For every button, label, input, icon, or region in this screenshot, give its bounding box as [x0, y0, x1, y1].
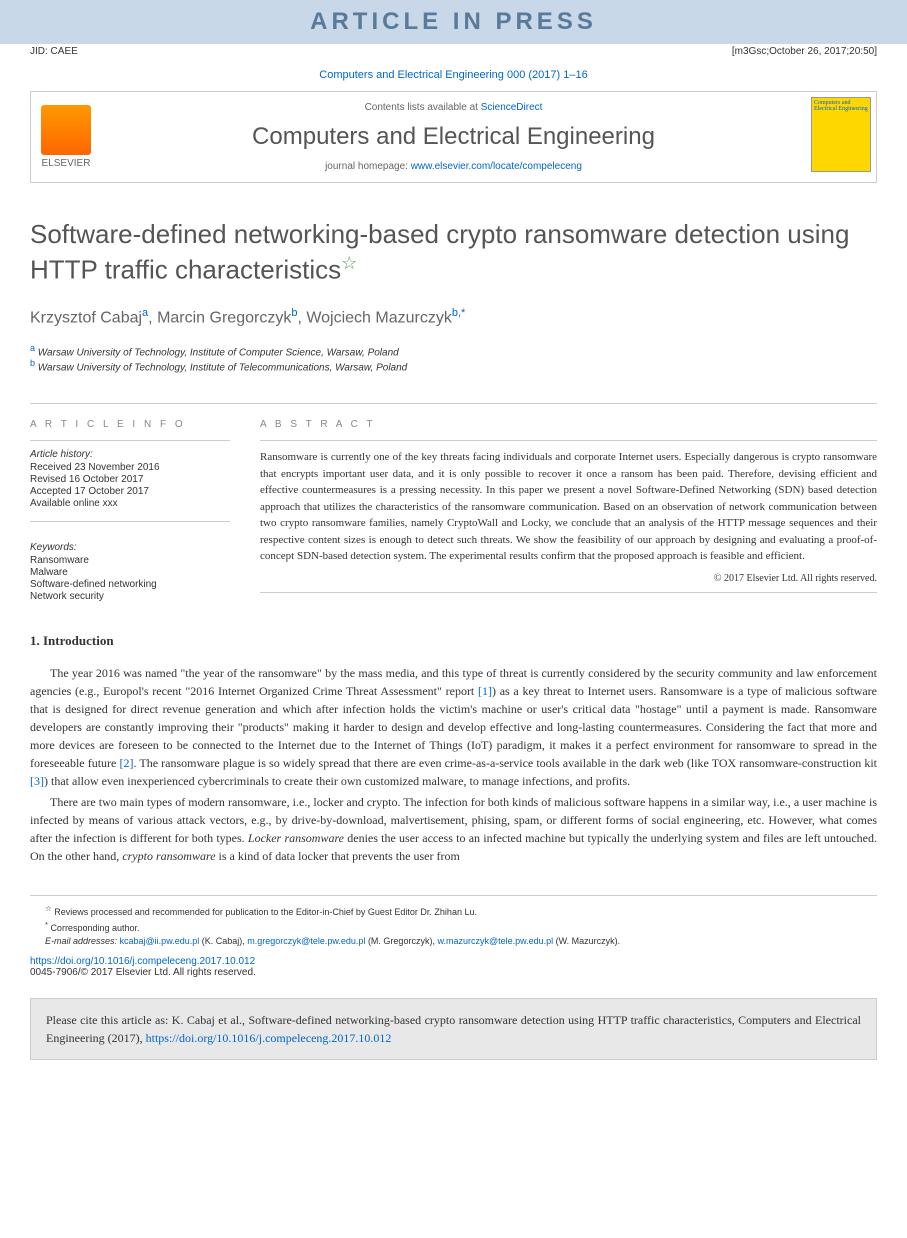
corresp-footnote: * Corresponding author. — [30, 920, 877, 933]
abstract-copyright: © 2017 Elsevier Ltd. All rights reserved… — [260, 573, 877, 584]
ref-1-link[interactable]: [1] — [478, 684, 492, 698]
author-2-sup: b — [291, 307, 297, 319]
article-info: A R T I C L E I N F O Article history: R… — [30, 419, 230, 603]
article-title: Software-defined networking-based crypto… — [30, 218, 877, 287]
keywords-block: Keywords: Ransomware Malware Software-de… — [30, 542, 230, 602]
abstract-heading: A B S T R A C T — [260, 419, 877, 430]
keywords-label: Keywords: — [30, 542, 230, 553]
jid-left: JID: CAEE — [30, 46, 78, 57]
author-1: Krzysztof Cabaj — [30, 310, 142, 327]
doi-link[interactable]: https://doi.org/10.1016/j.compeleceng.20… — [30, 956, 255, 967]
abstract-text: Ransomware is currently one of the key t… — [260, 449, 877, 565]
intro-heading: 1. Introduction — [30, 633, 877, 649]
affiliation-a: a Warsaw University of Technology, Insti… — [30, 343, 877, 358]
info-abstract-row: A R T I C L E I N F O Article history: R… — [30, 419, 877, 603]
elsevier-tree-icon — [41, 105, 91, 155]
title-star-icon: ☆ — [341, 253, 357, 273]
keyword-2: Malware — [30, 567, 230, 578]
cite-doi-link[interactable]: https://doi.org/10.1016/j.compeleceng.20… — [146, 1031, 392, 1045]
doi-section: https://doi.org/10.1016/j.compeleceng.20… — [30, 956, 877, 978]
header-box: ELSEVIER Contents lists available at Sci… — [30, 91, 877, 183]
email-1[interactable]: kcabaj@ii.pw.edu.pl — [120, 936, 200, 946]
press-banner: ARTICLE IN PRESS — [0, 0, 907, 44]
author-1-sup: a — [142, 307, 148, 319]
footnotes: ☆ Reviews processed and recommended for … — [30, 895, 877, 946]
cover-image: Computers and Electrical Engineering — [811, 97, 871, 172]
aff-a-sup: a — [30, 343, 35, 353]
intro-body: The year 2016 was named "the year of the… — [30, 664, 877, 865]
accepted-date: Accepted 17 October 2017 — [30, 486, 230, 497]
affiliation-b: b Warsaw University of Technology, Insti… — [30, 358, 877, 373]
ref-2-link[interactable]: [2] — [119, 756, 133, 770]
ref-3-link[interactable]: [3] — [30, 774, 44, 788]
history-label: Article history: — [30, 449, 230, 460]
elsevier-text: ELSEVIER — [42, 158, 91, 169]
info-heading: A R T I C L E I N F O — [30, 419, 230, 430]
keyword-4: Network security — [30, 591, 230, 602]
introduction-section: 1. Introduction The year 2016 was named … — [30, 633, 877, 865]
title-text: Software-defined networking-based crypto… — [30, 219, 849, 284]
crypto-term: crypto ransomware — [122, 849, 215, 863]
sciencedirect-link[interactable]: ScienceDirect — [481, 102, 543, 113]
intro-para-2: There are two main types of modern ranso… — [30, 793, 877, 865]
journal-title: Computers and Electrical Engineering — [111, 123, 796, 151]
jid-right: [m3Gsc;October 26, 2017;20:50] — [732, 46, 877, 57]
author-3-sup: b, — [452, 307, 461, 319]
keyword-1: Ransomware — [30, 555, 230, 566]
contents-line: Contents lists available at ScienceDirec… — [111, 102, 796, 113]
corresponding-star-icon: * — [461, 307, 465, 319]
intro-para-1: The year 2016 was named "the year of the… — [30, 664, 877, 790]
journal-cover: Computers and Electrical Engineering — [806, 92, 876, 182]
issn-copyright: 0045-7906/© 2017 Elsevier Ltd. All right… — [30, 967, 877, 978]
received-date: Received 23 November 2016 — [30, 462, 230, 473]
author-3: Wojciech Mazurczyk — [306, 310, 452, 327]
divider — [30, 403, 877, 404]
homepage-line: journal homepage: www.elsevier.com/locat… — [111, 161, 796, 172]
homepage-link[interactable]: www.elsevier.com/locate/compeleceng — [411, 161, 582, 172]
authors-line: Krzysztof Cabaja, Marcin Gregorczykb, Wo… — [30, 307, 877, 327]
aff-b-sup: b — [30, 358, 35, 368]
locker-term: Locker ransomware — [248, 831, 344, 845]
jid-row: JID: CAEE [m3Gsc;October 26, 2017;20:50] — [0, 44, 907, 59]
available-date: Available online xxx — [30, 498, 230, 509]
elsevier-logo: ELSEVIER — [31, 92, 101, 182]
header-center: Contents lists available at ScienceDirec… — [101, 92, 806, 182]
homepage-prefix: journal homepage: — [325, 161, 411, 172]
affiliations: a Warsaw University of Technology, Insti… — [30, 343, 877, 374]
email-3[interactable]: w.mazurczyk@tele.pw.edu.pl — [437, 936, 553, 946]
email-2[interactable]: m.gregorczyk@tele.pw.edu.pl — [247, 936, 365, 946]
review-footnote: ☆ Reviews processed and recommended for … — [30, 904, 877, 917]
journal-reference: Computers and Electrical Engineering 000… — [0, 59, 907, 91]
citation-box: Please cite this article as: K. Cabaj et… — [30, 998, 877, 1060]
revised-date: Revised 16 October 2017 — [30, 474, 230, 485]
author-2: Marcin Gregorczyk — [157, 310, 291, 327]
abstract: A B S T R A C T Ransomware is currently … — [260, 419, 877, 603]
contents-prefix: Contents lists available at — [365, 102, 481, 113]
keyword-3: Software-defined networking — [30, 579, 230, 590]
email-footnote: E-mail addresses: kcabaj@ii.pw.edu.pl (K… — [30, 936, 877, 946]
